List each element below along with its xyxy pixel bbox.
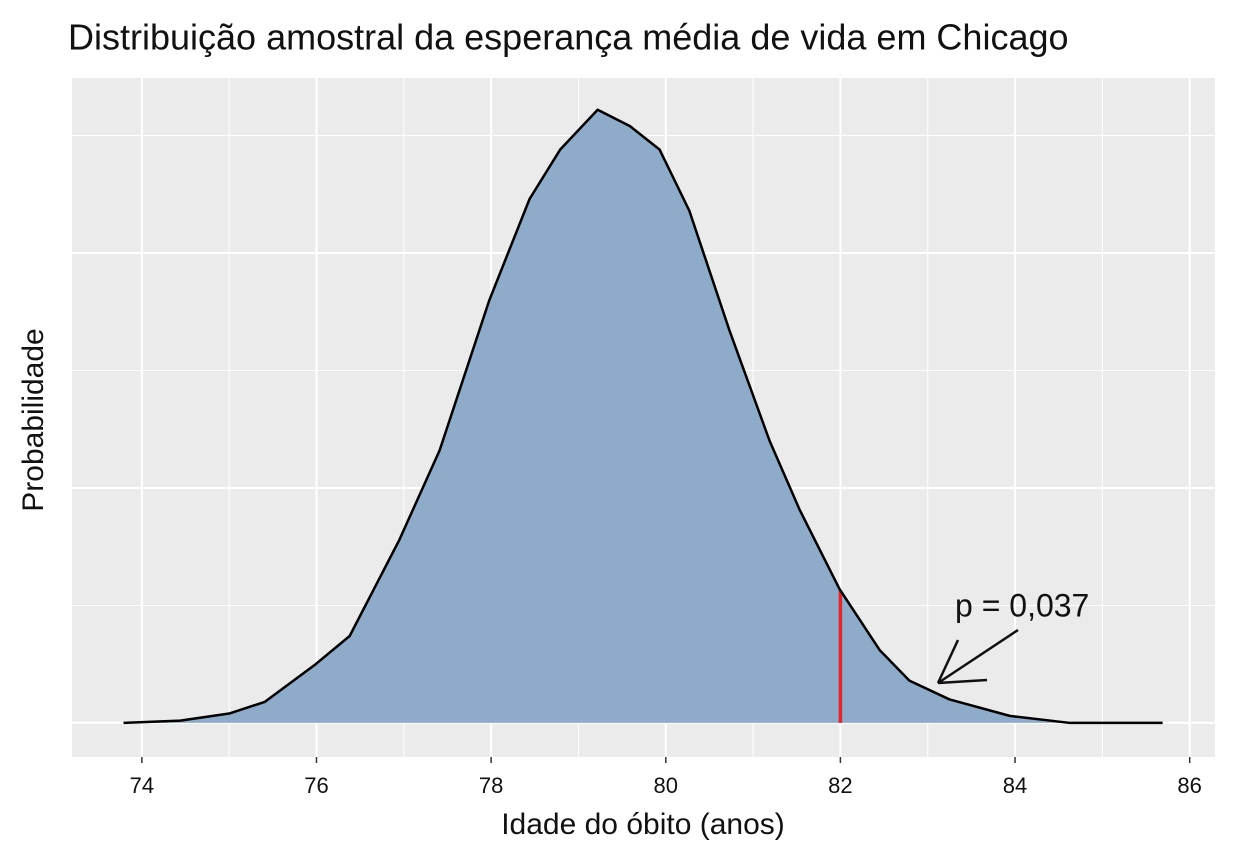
x-tick-label: 78 [479, 773, 503, 798]
x-tick-label: 84 [1003, 773, 1027, 798]
annotation: p = 0,037 [955, 587, 1089, 623]
density-line [123, 108, 1163, 725]
x-tick-label: 76 [304, 773, 328, 798]
annotation-arrow [936, 628, 1019, 685]
marks [123, 108, 1163, 725]
y-axis-label: Probabilidade [17, 328, 50, 511]
x-tick-label: 82 [828, 773, 852, 798]
density-area [123, 109, 1163, 723]
x-axis-label: Idade do óbito (anos) [501, 808, 785, 841]
x-tick-label: 80 [654, 773, 678, 798]
x-tick-label: 86 [1177, 773, 1201, 798]
x-tick-label: 74 [130, 773, 154, 798]
chart-title: Distribuição amostral da esperança média… [68, 17, 1069, 58]
